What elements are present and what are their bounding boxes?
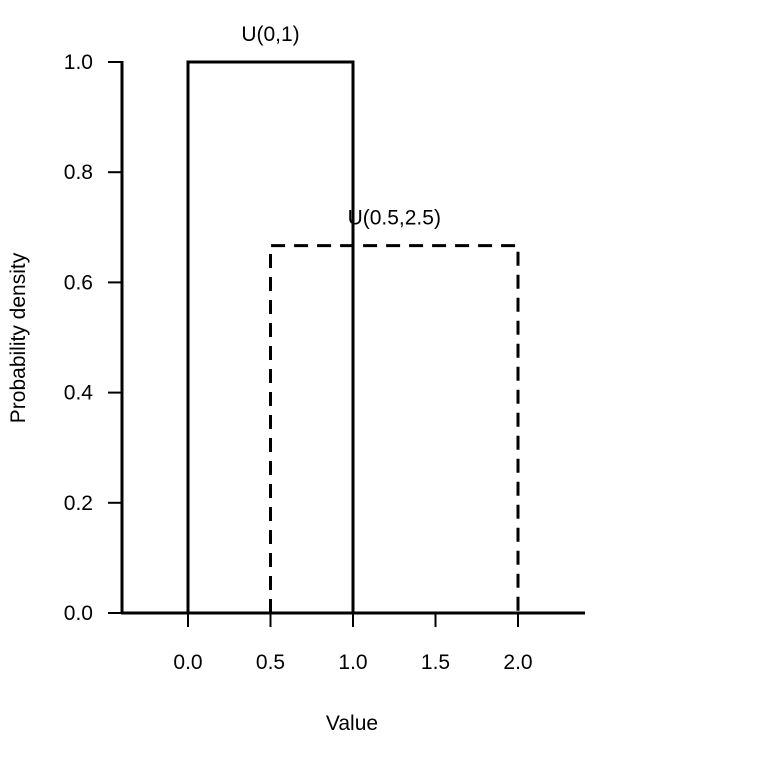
y-tick-label: 0.8 — [64, 161, 93, 184]
series-line-2 — [269, 244, 520, 613]
y-tick-label: 0.4 — [64, 382, 94, 405]
series-annotation-2: U(0.5,2.5) — [348, 207, 441, 230]
axes: 0.0 0.2 0.4 0.6 0.8 1.0 0.0 0.5 1.0 1.5 2.0 — [64, 51, 585, 674]
x-tick-label: 0.5 — [256, 651, 285, 674]
y-tick-label: 1.0 — [64, 51, 93, 74]
plot-lines — [186, 60, 520, 613]
y-axis-label: Probability density — [7, 252, 30, 423]
annotations: U(0,1) U(0.5,2.5) — [241, 23, 441, 230]
x-tick-label: 1.0 — [338, 651, 367, 674]
y-tick-label: 0.6 — [64, 271, 93, 294]
x-tick-label: 2.0 — [503, 651, 532, 674]
x-axis-label: Value — [326, 712, 378, 735]
x-tick-label: 1.5 — [421, 651, 450, 674]
y-tick-label: 0.0 — [64, 602, 93, 625]
y-tick-label: 0.2 — [64, 492, 93, 515]
series-line-1 — [186, 60, 355, 613]
series-annotation-1: U(0,1) — [241, 23, 299, 46]
x-tick-label: 0.0 — [173, 651, 202, 674]
